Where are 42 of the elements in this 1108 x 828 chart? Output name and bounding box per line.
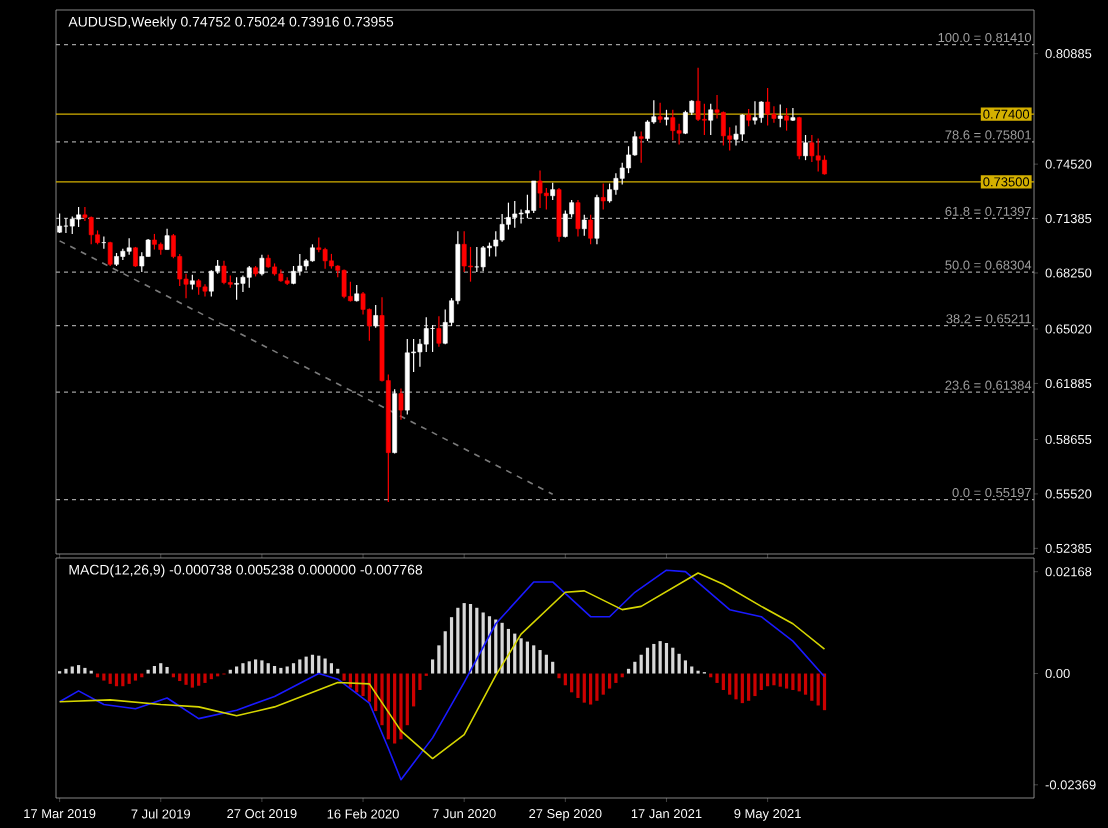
candlestick	[107, 241, 113, 267]
candlestick	[588, 214, 593, 245]
candlestick	[758, 100, 764, 124]
candlestick	[575, 199, 581, 238]
candlestick	[670, 109, 676, 141]
candlestick	[581, 214, 587, 237]
candlestick	[63, 217, 69, 234]
candlestick	[341, 268, 347, 299]
candlestick	[600, 182, 606, 211]
candlestick	[474, 246, 480, 273]
candlestick	[164, 228, 170, 251]
candlestick	[531, 180, 537, 214]
candlestick	[436, 315, 442, 348]
candlestick	[752, 100, 758, 126]
candlestick	[259, 254, 265, 277]
candlestick	[815, 137, 821, 173]
candlestick	[126, 237, 132, 256]
candlestick	[297, 253, 303, 277]
candlestick	[221, 260, 227, 285]
candlestick	[777, 103, 783, 128]
candlestick	[480, 245, 486, 272]
candlestick	[765, 87, 770, 127]
candlestick	[88, 215, 94, 245]
candlestick	[373, 304, 379, 329]
candlestick	[657, 102, 663, 124]
candlestick	[556, 187, 562, 243]
candlestick	[246, 265, 252, 289]
candlestick	[594, 194, 600, 245]
candlestick	[638, 130, 644, 164]
candlestick	[76, 206, 81, 228]
candlestick	[739, 113, 745, 142]
candlestick	[537, 169, 543, 209]
candlestick	[803, 134, 808, 161]
candlestick	[708, 103, 714, 136]
candlestick	[790, 107, 796, 122]
candlestick	[784, 107, 789, 132]
candlestick	[234, 276, 239, 301]
candlestick	[240, 274, 246, 293]
candlestick	[398, 387, 404, 421]
candlestick	[796, 116, 802, 160]
candlestick	[809, 134, 815, 163]
candlestick	[512, 200, 518, 229]
